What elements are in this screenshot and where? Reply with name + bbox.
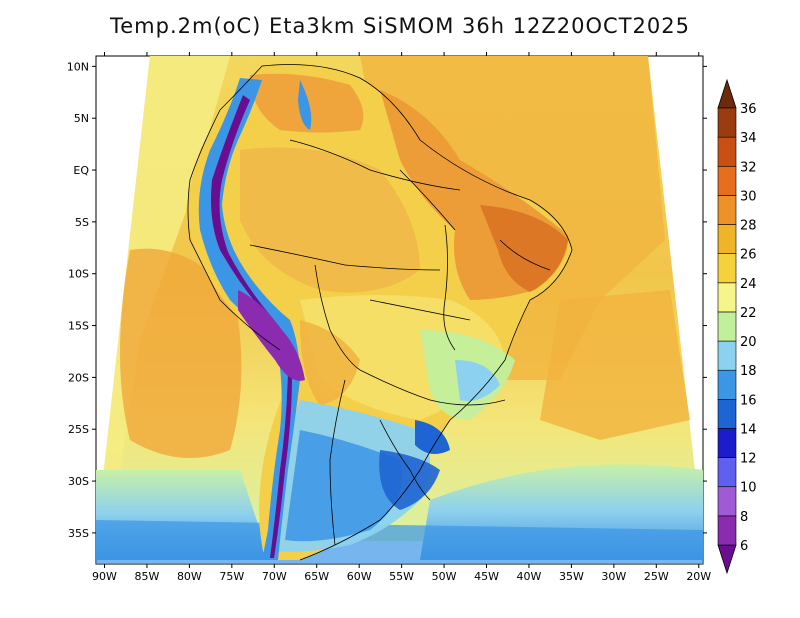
colorbar-bin xyxy=(717,107,737,138)
temperature-field xyxy=(96,56,703,564)
lon-tick-label: 90W xyxy=(92,570,117,583)
andes-cold-band xyxy=(198,78,300,560)
colorbar-bin xyxy=(717,428,737,458)
colorbar-label: 14 xyxy=(740,422,757,437)
lon-tick-label: 80W xyxy=(177,570,202,583)
lon-tick-label: 40W xyxy=(517,570,542,583)
lat-tick-label: 35S xyxy=(68,527,89,540)
lon-tick-label: 20W xyxy=(686,570,711,583)
lat-tick-label: 25S xyxy=(68,423,89,436)
temperature-colorbar: 6 8 10 12 14 16 18 20 22 24 26 28 30 32 34 36 xyxy=(717,78,757,575)
colorbar-label: 20 xyxy=(740,335,757,350)
lat-tick-label: EQ xyxy=(73,164,89,177)
colorbar-label: 30 xyxy=(740,189,757,204)
country-borders xyxy=(187,64,573,561)
lon-tick-label: 85W xyxy=(134,570,159,583)
colorbar-bin xyxy=(717,224,737,254)
colorbar-bin xyxy=(717,457,737,488)
colorbar-bin xyxy=(717,340,737,371)
colorbar-label: 24 xyxy=(740,277,757,292)
colorbar-label: 6 xyxy=(740,539,748,554)
colorbar-bin xyxy=(717,399,737,429)
colorbar-label: 28 xyxy=(740,219,757,234)
colorbar-bin xyxy=(717,165,737,196)
colorbar-label: 16 xyxy=(740,393,757,408)
lon-tick-label: 45W xyxy=(474,570,499,583)
lat-tick-label: 5N xyxy=(74,112,89,125)
colorbar-label: 32 xyxy=(740,160,757,175)
lat-tick-label: 30S xyxy=(68,475,89,488)
colorbar-label: 18 xyxy=(740,364,757,379)
colorbar-bin xyxy=(717,486,737,517)
colorbar-label: 34 xyxy=(740,131,757,146)
longitude-axis: 90W 85W 80W 75W 70W 65W 60W 55W 50W 45W 40W 35W 30W 2… xyxy=(92,52,711,583)
colorbar-label: 36 xyxy=(740,102,757,117)
lon-tick-label: 60W xyxy=(347,570,372,583)
latitude-axis: 10N 5N EQ 5S 10S 15S 20S 25S 30S 35S xyxy=(67,60,707,540)
colorbar-arrow-top xyxy=(717,78,737,109)
lon-tick-label: 55W xyxy=(389,570,414,583)
colorbar-bin xyxy=(717,253,737,284)
lat-tick-label: 5S xyxy=(75,216,89,229)
colorbar-bin xyxy=(717,282,737,313)
lat-tick-label: 20S xyxy=(68,371,89,384)
lon-tick-label: 30W xyxy=(601,570,626,583)
lat-tick-label: 10N xyxy=(67,60,89,73)
lon-tick-label: 70W xyxy=(262,570,287,583)
lon-tick-label: 35W xyxy=(559,570,584,583)
lat-tick-label: 15S xyxy=(68,320,89,333)
colorbar-label: 10 xyxy=(740,481,757,496)
colorbar-arrow-bottom xyxy=(717,544,737,575)
lat-tick-label: 10S xyxy=(68,268,89,281)
colorbar-bin xyxy=(717,369,737,400)
colorbar-bin xyxy=(717,515,737,546)
colorbar-label: 12 xyxy=(740,452,757,467)
lon-tick-label: 50W xyxy=(432,570,457,583)
colorbar-label: 22 xyxy=(740,306,757,321)
colorbar-label: 8 xyxy=(740,510,748,525)
lon-tick-label: 75W xyxy=(219,570,244,583)
lon-tick-label: 65W xyxy=(304,570,329,583)
colorbar-bin xyxy=(717,195,737,225)
map-title: Temp.2m(oC) Eta3km SiSMOM 36h 12Z20OCT20… xyxy=(110,14,690,38)
lon-tick-label: 25W xyxy=(644,570,669,583)
colorbar-bin xyxy=(717,311,737,342)
colorbar-label: 26 xyxy=(740,248,757,263)
colorbar-bin xyxy=(717,136,737,167)
